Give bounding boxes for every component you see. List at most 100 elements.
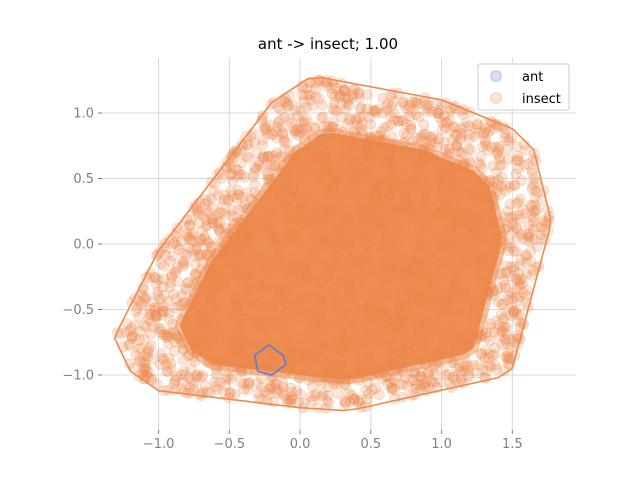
insect-point xyxy=(279,326,291,338)
insect-point xyxy=(386,184,398,196)
insect-point xyxy=(139,357,151,369)
insect-point xyxy=(243,377,255,388)
insect-point xyxy=(249,162,261,174)
insect-point xyxy=(347,151,359,163)
insect-point xyxy=(336,164,347,175)
insect-point xyxy=(502,245,514,257)
insect-point xyxy=(514,278,526,290)
insect-point xyxy=(196,313,208,325)
insect-point xyxy=(392,319,404,331)
insect-point xyxy=(525,245,537,257)
insect-point xyxy=(335,219,347,231)
insect-point xyxy=(374,240,386,252)
insect-point xyxy=(269,310,281,322)
insect-point xyxy=(242,379,254,391)
insect-point xyxy=(415,354,427,366)
insect-point xyxy=(447,279,459,291)
insect-point xyxy=(238,317,250,329)
insect-point xyxy=(253,218,265,230)
insect-point xyxy=(303,90,315,101)
insect-point xyxy=(260,311,272,323)
insect-point xyxy=(336,205,348,217)
insect-point xyxy=(141,347,153,358)
insect-point xyxy=(494,188,506,200)
insect-point xyxy=(452,154,464,166)
insect-point xyxy=(231,271,243,283)
insect-point xyxy=(232,204,244,216)
insect-point xyxy=(417,338,429,350)
insect-point xyxy=(531,204,542,216)
insect-point xyxy=(130,306,142,318)
insect-point xyxy=(315,304,327,316)
insect-point xyxy=(294,313,306,325)
insect-point xyxy=(485,210,497,222)
insect-point xyxy=(153,323,165,335)
insect-point xyxy=(148,302,160,314)
insect-point xyxy=(399,334,411,346)
insect-point xyxy=(408,174,420,186)
insect-point xyxy=(316,112,328,124)
insect-point xyxy=(375,174,387,186)
insect-point xyxy=(356,199,368,211)
insect-point xyxy=(465,144,477,156)
insect-point xyxy=(208,185,219,197)
insect-point xyxy=(185,214,197,226)
insect-point xyxy=(436,177,448,188)
insect-point xyxy=(204,354,216,366)
insect-point xyxy=(206,264,218,276)
insect-point xyxy=(361,139,373,151)
insect-point xyxy=(267,204,279,216)
insect-point xyxy=(370,201,382,213)
insect-point xyxy=(420,310,432,322)
insect-point xyxy=(322,371,334,383)
insect-point xyxy=(178,338,190,350)
insect-point xyxy=(511,308,523,320)
insect-point xyxy=(392,364,403,376)
insect-point xyxy=(368,145,380,157)
insect-point xyxy=(308,155,320,167)
insect-point xyxy=(405,120,417,131)
insect-point xyxy=(418,154,430,166)
insect-point xyxy=(449,121,461,133)
insect-point xyxy=(386,382,398,394)
insect-point xyxy=(429,377,441,389)
insect-point xyxy=(311,170,323,182)
insect-point xyxy=(503,133,515,145)
insect-point xyxy=(514,275,526,287)
insect-point xyxy=(492,296,504,308)
insect-point xyxy=(455,338,467,350)
insect-point xyxy=(222,194,234,206)
insect-point xyxy=(455,134,466,145)
insect-point xyxy=(296,180,308,191)
insect-point xyxy=(402,380,414,392)
insect-point xyxy=(372,309,384,321)
insect-point xyxy=(189,356,201,368)
insect-point xyxy=(385,189,397,201)
insect-point xyxy=(245,294,257,306)
insect-point xyxy=(253,258,264,269)
insect-point xyxy=(397,361,409,373)
insect-point xyxy=(199,198,211,210)
insect-point xyxy=(381,370,393,382)
insect-point xyxy=(358,151,369,163)
insect-point xyxy=(330,291,342,303)
insect-point xyxy=(230,341,242,353)
insect-point xyxy=(380,275,392,287)
insect-point xyxy=(309,122,321,134)
insect-point xyxy=(375,323,387,335)
insect-point xyxy=(249,179,261,190)
insect-point xyxy=(227,175,239,187)
insect-point xyxy=(243,356,255,367)
insect-point xyxy=(207,217,219,229)
insect-point xyxy=(223,247,235,259)
insect-point xyxy=(493,319,505,331)
insect-point xyxy=(274,286,286,298)
insect-point xyxy=(297,257,309,269)
insect-point xyxy=(400,118,412,130)
insect-point xyxy=(352,262,364,274)
insect-point xyxy=(401,340,413,352)
insect-point xyxy=(126,330,138,342)
insect-point xyxy=(311,388,323,400)
insect-point xyxy=(308,159,320,171)
insect-point xyxy=(355,351,367,363)
